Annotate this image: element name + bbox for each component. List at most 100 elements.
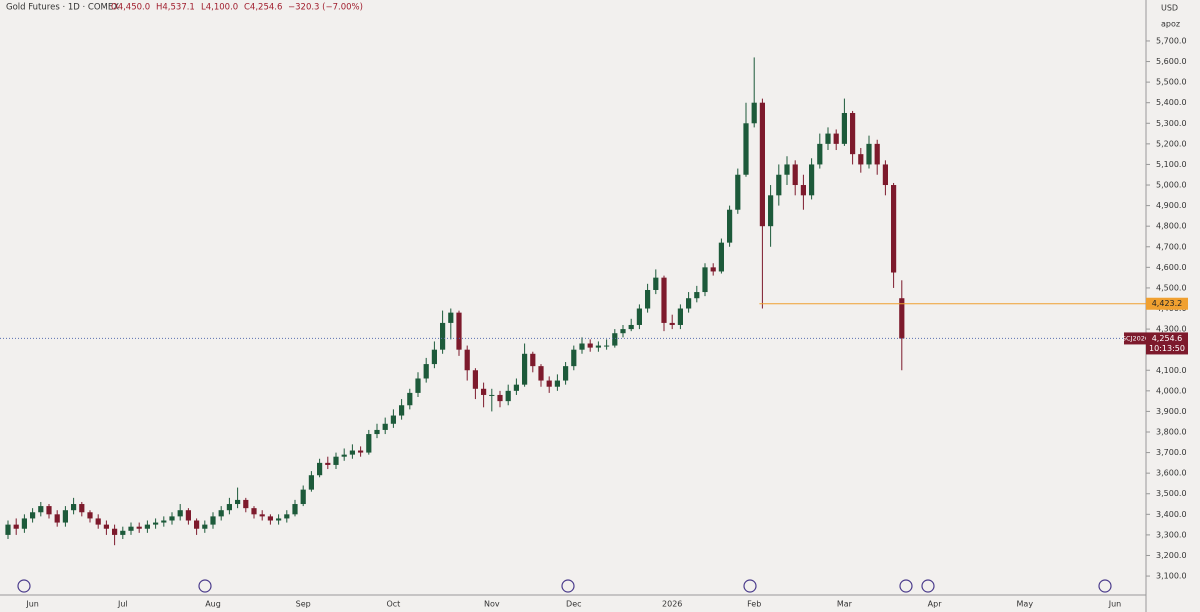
event-icons: [17, 579, 1112, 593]
candle-body: [546, 380, 552, 387]
x-tick-label: Mar: [837, 600, 853, 609]
candle-body: [112, 528, 118, 535]
event-icon[interactable]: [899, 579, 913, 593]
event-icon[interactable]: [743, 579, 757, 593]
y-tick-label: 4,700.0: [1156, 242, 1187, 251]
candle-body: [645, 289, 651, 309]
y-tick-label: 4,500.0: [1156, 283, 1187, 292]
candle-body: [415, 378, 421, 393]
candle-body: [702, 267, 708, 293]
y-tick-label: 5,700.0: [1156, 36, 1187, 45]
event-icon[interactable]: [921, 579, 935, 593]
y-tick-label: 5,400.0: [1156, 98, 1187, 107]
candle-body: [850, 112, 856, 155]
candle-body: [636, 308, 642, 325]
y-tick-label: 4,800.0: [1156, 222, 1187, 231]
candle-body: [218, 510, 224, 517]
candle-body: [423, 364, 429, 379]
x-tick-label: Jun: [1108, 600, 1122, 609]
x-tick-label: Feb: [747, 600, 761, 609]
candle-body: [661, 277, 667, 323]
candle-body: [882, 164, 888, 186]
candle-body: [161, 520, 167, 523]
candle-body: [604, 345, 610, 347]
candle-body: [587, 343, 593, 348]
candle-body: [472, 370, 478, 389]
candle-body: [136, 526, 142, 529]
y-tick-label: 5,300.0: [1156, 119, 1187, 128]
candle-body: [489, 394, 495, 396]
candle-body: [21, 518, 27, 529]
candle-body: [784, 164, 790, 175]
candle-body: [358, 450, 364, 453]
candle-body: [210, 516, 216, 525]
y-tick-label: 4,000.0: [1156, 386, 1187, 395]
candle-body: [300, 489, 306, 505]
hline-label-box: [1146, 297, 1188, 310]
candle-body: [628, 324, 634, 330]
candle-body: [481, 388, 487, 395]
candle-body: [669, 322, 675, 325]
candle-body: [276, 518, 282, 521]
candle-body: [653, 277, 659, 290]
candle-body: [866, 143, 872, 165]
candle-body: [694, 292, 700, 299]
candle-body: [776, 174, 782, 196]
y-tick-label: 3,900.0: [1156, 407, 1187, 416]
y-tick-label: 3,500.0: [1156, 489, 1187, 498]
header-title: Gold Futures · 1D · COMEX: [6, 3, 119, 13]
candle-body: [267, 516, 273, 521]
candle-body: [128, 526, 134, 531]
hline-label: 4,423.2: [1152, 299, 1183, 308]
candle-body: [677, 308, 683, 325]
candle-body: [71, 504, 77, 511]
header-open: O4,450.0: [111, 3, 150, 13]
candle-body: [686, 298, 692, 309]
x-tick-label: May: [1017, 600, 1034, 609]
candle-body: [800, 185, 806, 196]
x-tick-label: Apr: [928, 600, 943, 609]
candle-body: [341, 454, 347, 457]
event-icon[interactable]: [1098, 579, 1112, 593]
candle-body: [54, 514, 60, 523]
candle-body: [497, 394, 503, 402]
candle-body: [382, 423, 388, 430]
event-icon[interactable]: [198, 579, 212, 593]
y-tick-label: 3,200.0: [1156, 551, 1187, 560]
candle-body: [103, 524, 109, 529]
candle-body: [177, 510, 183, 517]
x-tick-label: Sep: [296, 600, 311, 609]
candle-body: [284, 514, 290, 519]
candle-body: [841, 112, 847, 144]
candle-body: [87, 512, 93, 519]
x-tick-label: Nov: [484, 600, 500, 609]
y-tick-label: 3,600.0: [1156, 469, 1187, 478]
header-change: −320.3 (−7.00%): [288, 3, 363, 13]
candle-body: [292, 504, 298, 515]
candle-body: [390, 415, 396, 424]
candle-body: [169, 516, 175, 521]
candle-body: [751, 102, 757, 124]
y-tick-label: 5,200.0: [1156, 139, 1187, 148]
candle-body: [759, 102, 765, 227]
y-tick-label: 3,700.0: [1156, 448, 1187, 457]
y-tick-label: 3,100.0: [1156, 572, 1187, 581]
candle-body: [718, 242, 724, 272]
event-icon[interactable]: [561, 579, 575, 593]
x-tick-label: Jul: [117, 600, 128, 609]
candle-body: [251, 508, 257, 515]
candle-body: [62, 510, 68, 523]
candle-body: [538, 366, 544, 381]
x-tick-label: Dec: [566, 600, 581, 609]
candle-body: [5, 524, 11, 535]
candle-body: [235, 499, 241, 505]
candle-body: [735, 174, 741, 210]
candle-body: [817, 143, 823, 165]
y-tick-label: 5,600.0: [1156, 57, 1187, 66]
event-icon[interactable]: [17, 579, 31, 593]
candle-body: [743, 123, 749, 175]
candle-body: [407, 392, 413, 406]
candle-body: [226, 504, 232, 511]
candle-body: [120, 530, 126, 535]
